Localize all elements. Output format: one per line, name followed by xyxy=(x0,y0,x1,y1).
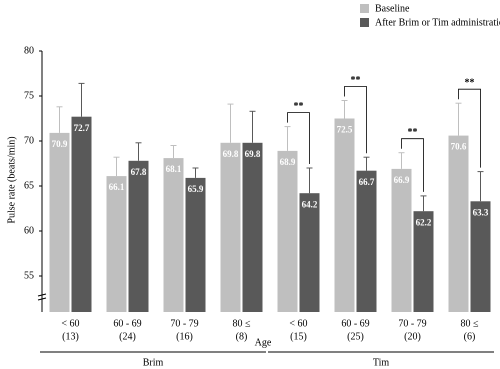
bar xyxy=(448,135,469,312)
x-tick-count: (25) xyxy=(347,331,364,342)
y-tick-label: 70 xyxy=(24,135,34,146)
value-label: 70.9 xyxy=(52,139,68,149)
legend-label: Baseline xyxy=(375,3,410,14)
value-label: 66.1 xyxy=(109,182,125,192)
x-tick-count: (6) xyxy=(464,331,476,342)
significance-bracket xyxy=(401,138,424,192)
bar xyxy=(163,158,184,312)
bar xyxy=(413,211,434,312)
bar xyxy=(106,176,127,312)
bar xyxy=(391,168,412,312)
value-label: 72.5 xyxy=(337,125,353,135)
value-label: 63.3 xyxy=(473,207,489,217)
significance-label: ** xyxy=(351,75,361,86)
bar xyxy=(470,201,491,312)
bar xyxy=(277,150,298,312)
y-tick-label: 60 xyxy=(24,225,34,236)
value-label: 66.9 xyxy=(394,175,410,185)
value-label: 68.1 xyxy=(166,164,182,174)
x-tick-label: 60 - 69 xyxy=(341,318,369,329)
x-tick-count: (13) xyxy=(62,331,79,342)
bar xyxy=(356,170,377,312)
y-axis-title: Pulse rate (beats/min) xyxy=(6,136,17,223)
value-label: 69.8 xyxy=(245,149,261,159)
value-label: 68.9 xyxy=(280,157,296,167)
bar xyxy=(242,142,263,312)
value-label: 70.6 xyxy=(451,142,467,152)
significance-bracket xyxy=(458,88,481,168)
value-label: 64.2 xyxy=(302,199,318,209)
legend-swatch xyxy=(360,4,369,13)
significance-bracket xyxy=(287,112,310,164)
y-tick-label: 80 xyxy=(24,45,34,56)
bar xyxy=(71,116,92,312)
value-label: 67.8 xyxy=(131,167,147,177)
x-tick-count: (16) xyxy=(176,331,193,342)
x-tick-label: 70 - 79 xyxy=(170,318,198,329)
x-axis-title: Age xyxy=(255,337,272,348)
value-label: 66.7 xyxy=(359,177,375,187)
bar xyxy=(128,160,149,312)
y-tick-label: 55 xyxy=(24,270,34,281)
y-tick-label: 65 xyxy=(24,180,34,191)
value-label: 62.2 xyxy=(416,217,432,227)
bar xyxy=(185,177,206,312)
bar xyxy=(220,142,241,312)
group-label: Tim xyxy=(373,357,390,368)
bar xyxy=(334,118,355,312)
bar xyxy=(49,132,70,312)
value-label: 65.9 xyxy=(188,184,204,194)
value-label: 69.8 xyxy=(223,149,239,159)
legend-label: After Brim or Tim administration xyxy=(375,17,500,28)
axis-break xyxy=(37,297,47,301)
x-tick-label: 70 - 79 xyxy=(398,318,426,329)
x-tick-count: (15) xyxy=(290,331,307,342)
group-label: Brim xyxy=(143,357,164,368)
x-tick-label: < 60 xyxy=(61,318,79,329)
x-tick-label: 80 ≤ xyxy=(461,318,480,329)
value-label: 72.7 xyxy=(74,123,90,133)
x-tick-label: 80 ≤ xyxy=(233,318,252,329)
x-tick-count: (8) xyxy=(236,331,248,342)
legend-swatch xyxy=(360,18,369,27)
significance-label: ** xyxy=(408,127,418,138)
axis-break xyxy=(37,293,47,297)
x-tick-label: 60 - 69 xyxy=(113,318,141,329)
x-tick-label: < 60 xyxy=(289,318,307,329)
significance-label: ** xyxy=(465,77,475,88)
significance-bracket xyxy=(344,86,367,154)
x-tick-count: (24) xyxy=(119,331,136,342)
x-tick-count: (20) xyxy=(404,331,421,342)
significance-label: ** xyxy=(294,101,304,112)
y-tick-label: 75 xyxy=(24,90,34,101)
bar xyxy=(299,193,320,312)
